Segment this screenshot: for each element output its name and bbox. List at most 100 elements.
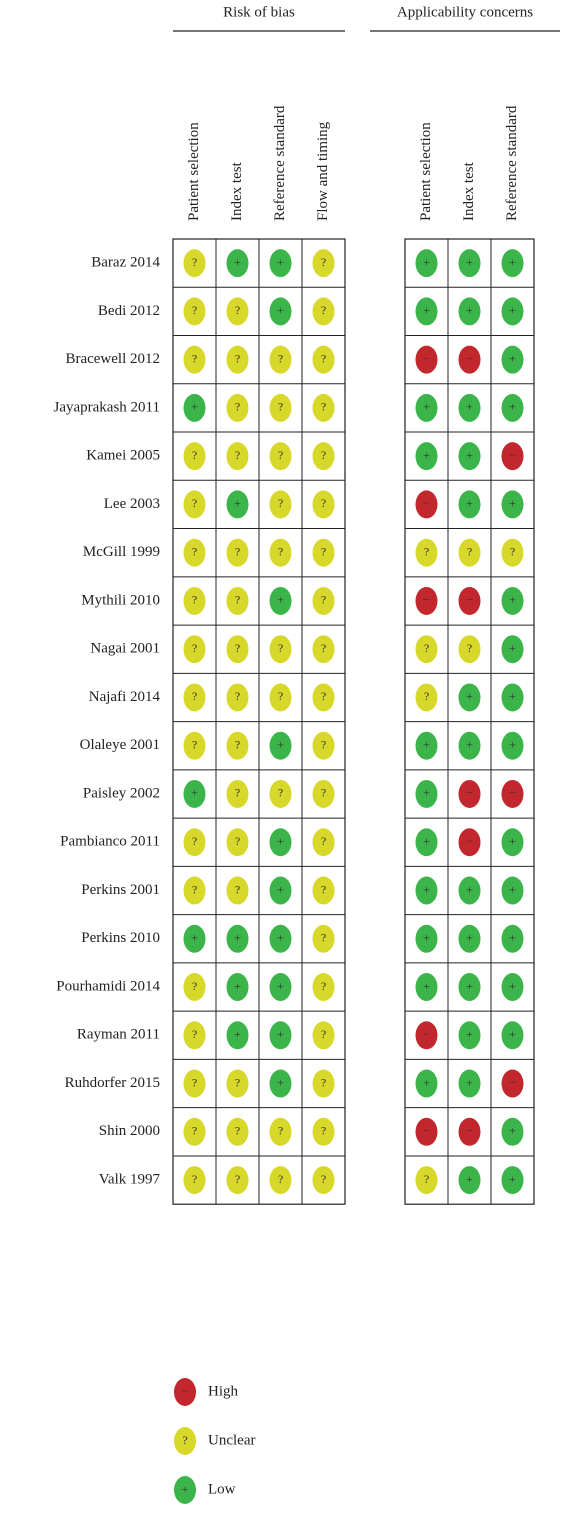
- rating-symbol: +: [466, 448, 473, 462]
- rating-circle: [458, 973, 481, 1002]
- rating-circle: [415, 345, 438, 374]
- rating-circle: [458, 828, 481, 857]
- rating-symbol: −: [466, 351, 473, 365]
- legend-circle: [174, 1476, 196, 1504]
- rating-circle: [269, 973, 292, 1002]
- study-name: Valk 1997: [99, 1172, 161, 1188]
- rating-circle: [501, 779, 524, 808]
- rating-circle: [312, 586, 335, 615]
- rating-symbol: ?: [278, 689, 283, 703]
- rating-circle: [226, 1021, 249, 1050]
- rating-circle: [312, 635, 335, 664]
- rating-circle: [312, 442, 335, 471]
- rating-symbol: −: [466, 834, 473, 848]
- rating-symbol: +: [509, 641, 516, 655]
- rating-symbol: +: [509, 834, 516, 848]
- rating-symbol: ?: [321, 641, 326, 655]
- rating-symbol: ?: [321, 351, 326, 365]
- study-name: Bedi 2012: [98, 303, 160, 319]
- rating-circle: [312, 973, 335, 1002]
- study-name: Jayaprakash 2011: [54, 399, 161, 415]
- rating-symbol: +: [509, 351, 516, 365]
- rating-circle: [312, 297, 335, 326]
- study-name: Pourhamidi 2014: [56, 978, 160, 994]
- rating-symbol: +: [423, 931, 430, 945]
- rating-symbol: ?: [321, 448, 326, 462]
- study-name: Rayman 2011: [77, 1027, 160, 1043]
- rating-symbol: +: [234, 931, 241, 945]
- rating-circle: [183, 1166, 206, 1195]
- rating-circle: [226, 731, 249, 760]
- rating-symbol: ?: [321, 786, 326, 800]
- rating-circle: [415, 490, 438, 519]
- rating-circle: [269, 1021, 292, 1050]
- rating-symbol: +: [509, 689, 516, 703]
- rating-circle: [501, 393, 524, 422]
- rating-circle: [312, 924, 335, 953]
- rating-symbol: ?: [192, 689, 197, 703]
- study-name: Pambianco 2011: [60, 834, 160, 850]
- rating-circle: [312, 1021, 335, 1050]
- rating-circle: [415, 442, 438, 471]
- legend-symbol: +: [182, 1482, 189, 1496]
- rating-symbol: ?: [321, 1172, 326, 1186]
- rating-symbol: +: [277, 931, 284, 945]
- rating-circle: [269, 924, 292, 953]
- rating-circle: [269, 731, 292, 760]
- rating-circle: [458, 1069, 481, 1098]
- rating-symbol: +: [466, 255, 473, 269]
- rating-circle: [226, 828, 249, 857]
- rating-symbol: +: [466, 496, 473, 510]
- rating-circle: [183, 249, 206, 278]
- rating-symbol: +: [234, 1027, 241, 1041]
- column-header: Patient selection: [186, 122, 202, 221]
- rating-symbol: ?: [278, 496, 283, 510]
- rating-circle: [269, 297, 292, 326]
- rating-circle: [458, 1166, 481, 1195]
- rating-circle: [183, 924, 206, 953]
- rating-symbol: ?: [321, 400, 326, 414]
- rating-circle: [458, 586, 481, 615]
- rating-symbol: +: [423, 882, 430, 896]
- rating-circle: [183, 1117, 206, 1146]
- rating-circle: [415, 1069, 438, 1098]
- rating-symbol: +: [277, 593, 284, 607]
- rating-symbol: ?: [278, 544, 283, 558]
- rating-circle: [312, 345, 335, 374]
- rating-symbol: ?: [235, 786, 240, 800]
- rating-symbol: ?: [321, 496, 326, 510]
- rating-circle: [415, 1021, 438, 1050]
- rating-circle: [226, 249, 249, 278]
- rating-circle: [458, 876, 481, 905]
- rating-circle: [226, 924, 249, 953]
- rating-symbol: +: [509, 1172, 516, 1186]
- rating-symbol: ?: [321, 255, 326, 269]
- rating-symbol: ?: [192, 882, 197, 896]
- legend-label: High: [208, 1383, 239, 1399]
- rating-symbol: −: [466, 786, 473, 800]
- rating-symbol: ?: [192, 834, 197, 848]
- rating-symbol: ?: [510, 544, 515, 558]
- rating-circle: [269, 442, 292, 471]
- legend-circle: [174, 1378, 196, 1406]
- rating-circle: [501, 1069, 524, 1098]
- rating-symbol: ?: [192, 1124, 197, 1138]
- rating-symbol: ?: [235, 351, 240, 365]
- rating-circle: [501, 249, 524, 278]
- rating-circle: [269, 828, 292, 857]
- rating-symbol: ?: [321, 593, 326, 607]
- legend-label: Low: [208, 1481, 236, 1497]
- rating-symbol: −: [423, 1124, 430, 1138]
- rating-symbol: +: [423, 1075, 430, 1089]
- rating-symbol: ?: [424, 1172, 429, 1186]
- rating-symbol: ?: [192, 1172, 197, 1186]
- rating-symbol: +: [509, 737, 516, 751]
- rating-circle: [312, 249, 335, 278]
- rating-circle: [501, 683, 524, 712]
- rating-symbol: −: [423, 496, 430, 510]
- rating-symbol: +: [509, 1027, 516, 1041]
- rating-circle: [501, 635, 524, 664]
- rating-symbol: ?: [321, 882, 326, 896]
- rating-circle: [501, 490, 524, 519]
- rating-circle: [458, 442, 481, 471]
